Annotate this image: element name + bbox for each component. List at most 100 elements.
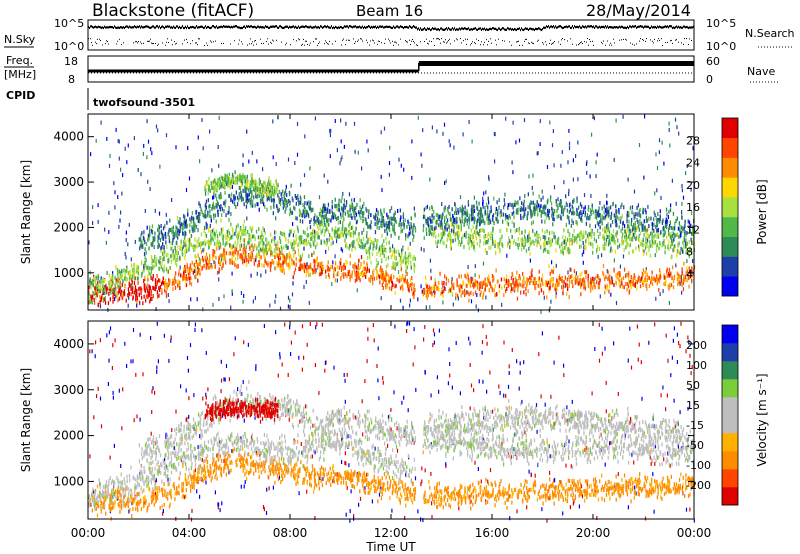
band-echo (444, 287, 446, 291)
scatter-echo (252, 299, 254, 304)
noise-sky-sample (408, 26, 409, 29)
band-echo (531, 279, 533, 284)
band-echo (471, 235, 473, 240)
band-echo (346, 274, 348, 279)
band-echo (304, 206, 306, 211)
band-echo (352, 230, 354, 235)
band-echo (520, 290, 522, 295)
band-echo (438, 287, 440, 292)
band-echo (312, 270, 314, 275)
band-echo (531, 268, 533, 273)
band-echo (342, 233, 344, 238)
band-echo (654, 277, 656, 282)
scatter-echo (212, 302, 214, 307)
band-echo (476, 220, 478, 225)
noise-search-sample (602, 43, 603, 45)
band-echo (500, 209, 502, 214)
band-echo (486, 234, 488, 238)
band-echo (92, 290, 94, 295)
noise-search-sample (496, 44, 497, 46)
band-echo (184, 264, 186, 269)
band-echo (625, 245, 627, 250)
band-echo (207, 262, 209, 267)
band-echo (425, 275, 427, 280)
band-echo (183, 267, 185, 272)
band-echo (317, 227, 319, 231)
band-echo (192, 270, 194, 275)
band-echo (684, 244, 687, 249)
band-echo (510, 289, 512, 294)
band-echo (161, 235, 163, 240)
scatter-echo (314, 116, 316, 121)
noise-sky-sample (692, 26, 693, 29)
band-echo (373, 276, 375, 281)
scatter-echo (400, 163, 402, 168)
noise-search-sample (661, 38, 662, 40)
band-echo (306, 242, 308, 247)
band-echo (578, 233, 580, 238)
band-echo (119, 274, 121, 279)
band-echo (132, 267, 134, 272)
noise-sky-sample (405, 26, 406, 29)
noise-sky-sample (638, 25, 639, 28)
band-echo (190, 243, 193, 247)
noise-sky-sample (463, 27, 464, 31)
band-echo (105, 286, 107, 291)
noise-sky-sample (133, 26, 134, 29)
scatter-echo (330, 128, 332, 133)
noise-search-sample (255, 40, 256, 41)
band-echo (582, 281, 584, 286)
scatter-echo (551, 143, 554, 148)
band-echo (158, 231, 160, 236)
noise-sky-sample (572, 25, 573, 28)
band-echo (305, 273, 307, 278)
band-echo (251, 190, 253, 194)
band-echo (643, 232, 645, 237)
band-echo (275, 245, 277, 250)
band-echo (480, 284, 482, 289)
band-echo (518, 274, 521, 278)
band-echo (546, 295, 548, 300)
band-echo (423, 212, 425, 217)
noise-sky-sample (482, 27, 483, 30)
band-echo (305, 213, 308, 218)
noise-search-sample (586, 41, 587, 43)
scatter-echo (114, 190, 116, 195)
band-echo (178, 269, 180, 274)
band-echo (513, 283, 515, 288)
band-echo (319, 261, 321, 266)
band-echo (310, 200, 312, 205)
band-echo (618, 277, 620, 282)
band-echo (608, 289, 610, 294)
band-echo (590, 277, 592, 282)
band-echo (443, 281, 445, 285)
band-echo (522, 279, 524, 284)
band-echo (376, 216, 379, 221)
noise-search-sample (471, 42, 472, 44)
band-echo (326, 240, 328, 245)
band-echo (523, 234, 526, 239)
noise-search-sample (184, 39, 185, 41)
noise-sky-sample (646, 25, 647, 28)
band-echo (180, 273, 182, 278)
scatter-echo (300, 200, 302, 205)
band-echo (651, 282, 654, 286)
band-echo (479, 228, 481, 233)
scatter-echo (209, 129, 211, 134)
scatter-echo (229, 193, 231, 198)
band-echo (514, 229, 516, 234)
noise-search-sample (393, 44, 394, 46)
band-echo (672, 248, 674, 253)
noise-sky-sample (172, 26, 173, 29)
noise-sky-sample (660, 26, 661, 29)
noise-sky-sample (550, 25, 551, 28)
noise-search-sample (593, 44, 594, 46)
noise-sky-sample (238, 26, 239, 29)
noise-search-sample (524, 40, 525, 42)
band-echo (461, 237, 463, 241)
band-echo (314, 234, 316, 239)
band-echo (148, 229, 151, 234)
band-echo (667, 243, 669, 248)
band-echo (615, 223, 617, 228)
band-echo (239, 195, 241, 200)
